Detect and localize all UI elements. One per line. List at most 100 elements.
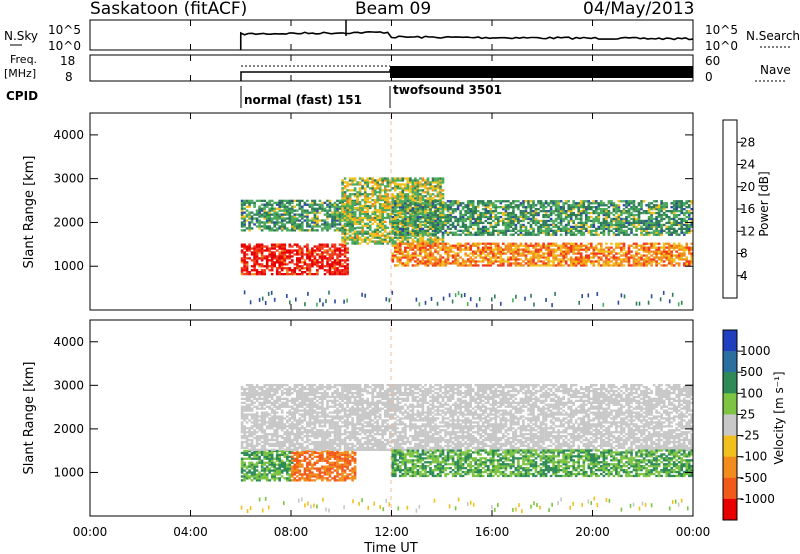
heat-cell [461, 215, 465, 219]
heat-cell [404, 185, 407, 188]
heat-cell [424, 187, 427, 190]
heat-cell [502, 221, 505, 225]
heat-cell [607, 213, 611, 217]
heat-cell [476, 221, 480, 225]
heat-cell [421, 227, 425, 230]
heat-cell [245, 209, 249, 212]
heat-cell [670, 206, 673, 209]
heat-cell [391, 215, 395, 219]
heat-cell [406, 258, 410, 261]
heat-cell [547, 260, 550, 263]
heat-cell [248, 225, 251, 228]
heat-cell [504, 229, 508, 232]
heat-cell [497, 260, 500, 263]
heat-cell [476, 206, 480, 209]
heat-cell [338, 215, 342, 218]
heat-cell [371, 234, 374, 237]
heat-cell [665, 202, 668, 205]
heat-cell [446, 246, 450, 249]
heat-cell [436, 215, 440, 219]
heat-cell [512, 262, 515, 265]
heat-cell [657, 211, 661, 215]
heat-cell [316, 302, 318, 307]
heat-cell [662, 248, 666, 251]
heat-cell [444, 252, 447, 255]
heat-cell [419, 204, 422, 207]
heat-cell [625, 217, 628, 221]
heat-cell [466, 204, 470, 207]
heat-cell [645, 231, 648, 234]
heat-cell [311, 263, 314, 266]
heat-cell [268, 253, 271, 256]
heat-cell [240, 259, 244, 262]
nave-trace-twofsound [390, 66, 693, 78]
heat-cell [607, 211, 611, 215]
heat-cell [509, 225, 513, 228]
heat-cell [424, 242, 427, 245]
heat-cell [449, 248, 452, 251]
heat-cell [406, 250, 410, 253]
heat-cell [421, 210, 425, 213]
heat-cell [670, 254, 673, 257]
heat-cell [253, 451, 256, 455]
heat-cell [419, 225, 422, 228]
heat-cell [406, 238, 410, 241]
heat-cell [647, 204, 651, 207]
heat-cell [451, 299, 454, 304]
heat-cell [579, 229, 583, 232]
heat-cell [293, 217, 297, 220]
heat-cell [464, 248, 467, 251]
heat-cell [323, 255, 327, 258]
heat-cell [260, 263, 264, 266]
heat-cell [497, 242, 500, 245]
heat-cell [421, 229, 425, 232]
heat-cell [537, 256, 540, 259]
heat-cell [293, 263, 297, 266]
heat-cell [552, 244, 555, 247]
heat-cell [446, 210, 450, 213]
heat-cell [544, 219, 548, 223]
heat-cell [554, 264, 558, 267]
heat-cell [293, 467, 297, 470]
heat-cell [615, 246, 618, 249]
heat-cell [414, 202, 417, 205]
heat-cell [544, 210, 548, 213]
heat-cell [258, 471, 261, 474]
heat-cell [373, 232, 377, 235]
heat-cell [537, 242, 540, 245]
heat-cell [394, 208, 397, 211]
heat-cell [411, 248, 415, 251]
heat-cell [286, 269, 289, 272]
heat-cell [622, 264, 626, 267]
heat-cell [346, 247, 349, 250]
heat-cell [376, 224, 379, 227]
heat-cell [464, 227, 467, 230]
heat-cell [459, 264, 462, 267]
heat-cell [577, 210, 580, 213]
heat-cell [306, 267, 309, 270]
heat-cell [439, 191, 442, 194]
heat-cell [371, 195, 374, 198]
heat-cell [306, 257, 309, 260]
heat-cell [655, 256, 658, 259]
heat-cell [539, 264, 543, 267]
heat-cell [537, 208, 540, 211]
heat-cell [436, 264, 440, 267]
heat-cell [336, 263, 339, 266]
heat-cell [280, 469, 284, 472]
heat-cell [544, 202, 548, 205]
heat-cell [240, 245, 244, 248]
heat-cell [559, 213, 563, 217]
heat-cell [343, 226, 347, 229]
heat-cell [517, 206, 520, 209]
heat-cell [574, 206, 578, 209]
heat-cell [481, 252, 485, 255]
heat-cell [436, 181, 440, 184]
heat-cell [301, 223, 304, 226]
heat-cell [368, 214, 372, 218]
heat-cell [627, 200, 631, 203]
heat-cell [600, 202, 603, 205]
heat-cell [519, 252, 523, 255]
heat-cell [672, 208, 676, 211]
heat-cell [318, 211, 322, 214]
